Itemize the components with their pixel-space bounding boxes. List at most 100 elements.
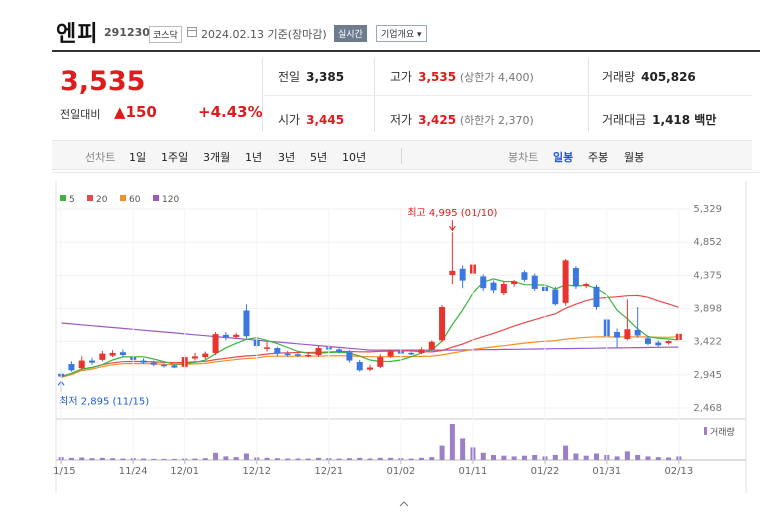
open-cell: 시가 3,445 bbox=[278, 111, 344, 128]
y-tick-label: 3,898 bbox=[693, 304, 722, 315]
candle-body bbox=[377, 357, 384, 367]
x-tick-label: 12/12 bbox=[242, 466, 271, 477]
volume-bar bbox=[480, 452, 486, 460]
candle-body bbox=[68, 364, 75, 371]
volume-bar bbox=[635, 454, 641, 460]
candle-body bbox=[480, 276, 487, 289]
tab-monthly[interactable]: 월봉 bbox=[624, 151, 645, 164]
volume-bar bbox=[408, 458, 414, 460]
legend-swatch bbox=[153, 195, 159, 201]
amount-label: 거래대금 bbox=[602, 113, 647, 127]
low-cell: 저가 3,425 (하한가 2,370) bbox=[390, 111, 534, 128]
volume-bar bbox=[213, 452, 219, 460]
x-tick-label: 12/01 bbox=[170, 466, 199, 477]
candle-body bbox=[202, 353, 209, 358]
date-text: 2024.02.13 기준(장마감) bbox=[201, 26, 327, 42]
candle-body bbox=[531, 275, 538, 289]
candle-body bbox=[459, 268, 466, 281]
candle-body bbox=[511, 281, 518, 285]
x-tick-label: 02/13 bbox=[664, 466, 693, 477]
volume-bar bbox=[295, 458, 301, 460]
ma120-line bbox=[61, 322, 679, 351]
tab-weekly[interactable]: 주봉 bbox=[588, 151, 609, 164]
stock-code: 291230 bbox=[104, 26, 150, 39]
x-tick-label: 12/21 bbox=[314, 466, 343, 477]
lower-limit: (하한가 2,370) bbox=[459, 114, 534, 127]
y-tick-label: 4,375 bbox=[693, 270, 722, 281]
volume-bar bbox=[532, 454, 538, 460]
volume-bar bbox=[264, 457, 270, 460]
candle-body bbox=[572, 268, 579, 287]
price-summary: 3,535 전일대비 ▲150 +4.43% 전일 3,385 고가 3,535 (… bbox=[52, 52, 752, 138]
volume-bar bbox=[573, 453, 579, 460]
volume-bar bbox=[388, 457, 394, 460]
prev-close-value: 3,385 bbox=[306, 70, 345, 84]
header-divider bbox=[52, 50, 760, 52]
volume-bar bbox=[583, 455, 589, 460]
legend-swatch bbox=[87, 195, 93, 201]
candle-body bbox=[233, 334, 240, 337]
candle-body bbox=[222, 334, 229, 338]
candle-body bbox=[212, 334, 219, 353]
tab-candle-chart[interactable]: 봉차트 bbox=[508, 151, 539, 164]
candle-body bbox=[634, 329, 641, 336]
candle-body bbox=[305, 354, 312, 357]
volume-bar bbox=[79, 457, 85, 460]
candle-body bbox=[89, 360, 96, 363]
amount-value: 1,418 백만 bbox=[652, 113, 717, 127]
volume-bar bbox=[316, 457, 322, 460]
volume-bar bbox=[243, 453, 249, 460]
candle-body bbox=[521, 272, 528, 280]
volume-bar bbox=[614, 456, 620, 460]
tab-3year[interactable]: 3년 bbox=[278, 151, 296, 164]
legend-swatch bbox=[120, 195, 126, 201]
candle-body bbox=[284, 353, 291, 356]
tab-5year[interactable]: 5년 bbox=[310, 151, 328, 164]
volume-bar bbox=[192, 458, 198, 460]
x-tick-label: 01/02 bbox=[386, 466, 415, 477]
candle-body bbox=[315, 348, 322, 355]
company-overview-button[interactable]: 기업개요 ▾ bbox=[376, 25, 427, 42]
volume-bar bbox=[666, 457, 672, 460]
tab-1day[interactable]: 1일 bbox=[129, 151, 147, 164]
volume-bar bbox=[171, 458, 177, 460]
tab-3month[interactable]: 3개월 bbox=[203, 151, 231, 164]
volume-bar bbox=[99, 457, 105, 460]
candle-body bbox=[428, 341, 435, 350]
candle-body bbox=[387, 351, 394, 357]
upper-limit: (상한가 4,400) bbox=[459, 71, 534, 84]
tab-line-chart[interactable]: 선차트 bbox=[85, 151, 116, 164]
volume-bar bbox=[552, 454, 558, 460]
high-value: 3,535 bbox=[418, 70, 457, 84]
y-tick-label: 3,422 bbox=[693, 337, 722, 348]
y-tick-label: 4,852 bbox=[693, 237, 722, 248]
candle-body bbox=[191, 356, 198, 359]
volume-bar bbox=[202, 458, 208, 460]
candle-body bbox=[500, 284, 507, 294]
volume-bar bbox=[89, 458, 95, 460]
tab-1year[interactable]: 1년 bbox=[245, 151, 263, 164]
y-tick-label: 5,329 bbox=[693, 204, 722, 215]
candle-body bbox=[408, 352, 415, 355]
open-value: 3,445 bbox=[306, 113, 345, 127]
candle-body bbox=[367, 367, 373, 370]
volume-bar bbox=[367, 458, 373, 460]
candle-body bbox=[264, 347, 271, 349]
candle-body bbox=[583, 284, 590, 287]
tab-10year[interactable]: 10년 bbox=[342, 151, 367, 164]
realtime-button[interactable]: 실시간 bbox=[334, 25, 367, 42]
legend-label: 5 bbox=[69, 195, 75, 205]
candle-body bbox=[356, 361, 363, 371]
legend-label: 20 bbox=[96, 195, 108, 205]
prev-close-cell: 전일 3,385 bbox=[278, 68, 344, 85]
volume-bar bbox=[68, 457, 74, 460]
tab-1week[interactable]: 1주일 bbox=[161, 151, 189, 164]
volume-bar bbox=[110, 458, 116, 460]
chart-tab-bar: 선차트 1일 1주일 3개월 1년 3년 5년 10년 봉차트 일봉 주봉 월봉 bbox=[52, 140, 752, 170]
tab-daily[interactable]: 일봉 bbox=[553, 151, 574, 164]
ma60-line bbox=[60, 336, 679, 379]
market-badge: 코스닥 bbox=[149, 26, 182, 43]
y-tick-label: 2,945 bbox=[693, 370, 722, 381]
volume-bar bbox=[120, 458, 126, 460]
candle-body bbox=[140, 360, 147, 363]
